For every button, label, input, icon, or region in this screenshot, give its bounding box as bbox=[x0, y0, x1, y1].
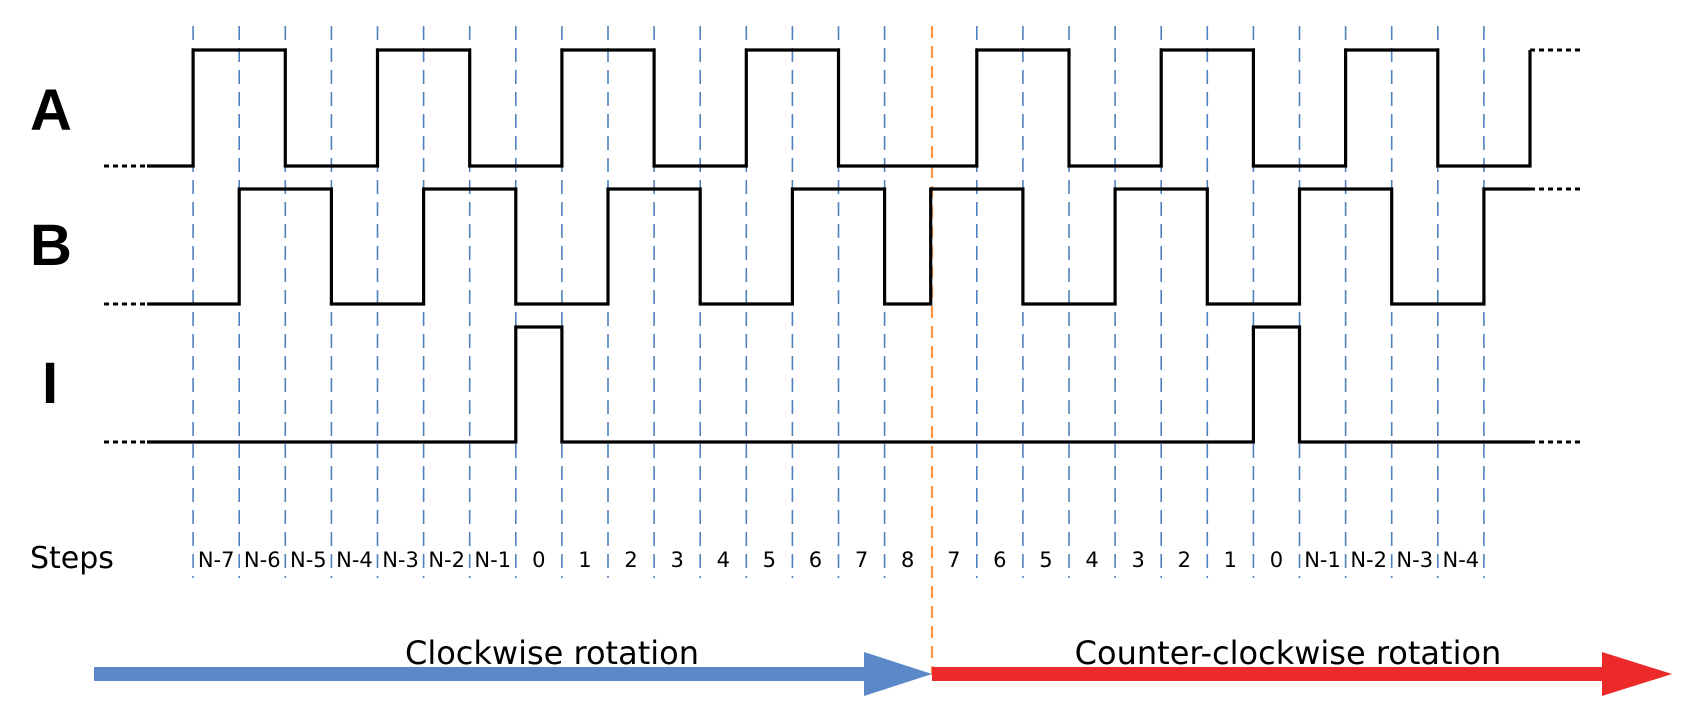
counterclockwise-arrow-shape bbox=[932, 652, 1672, 696]
step-label: N-1 bbox=[1304, 548, 1341, 572]
step-label: N-5 bbox=[290, 548, 327, 572]
step-label: N-4 bbox=[336, 548, 373, 572]
step-label: N-2 bbox=[1350, 548, 1387, 572]
step-label: 7 bbox=[855, 548, 868, 572]
step-label: 1 bbox=[1224, 548, 1237, 572]
step-label: 2 bbox=[1178, 548, 1191, 572]
step-label: 7 bbox=[947, 548, 960, 572]
signal-label-a: A bbox=[30, 78, 72, 143]
signal-waveforms bbox=[104, 48, 1580, 444]
step-label: 3 bbox=[1131, 548, 1144, 572]
step-label: 5 bbox=[1039, 548, 1052, 572]
clockwise-arrow-shape bbox=[94, 652, 932, 696]
signal-a-waveform bbox=[147, 48, 1532, 168]
signal-i-waveform bbox=[147, 325, 1530, 444]
signal-b-waveform bbox=[147, 187, 1530, 306]
signal-label-i: I bbox=[42, 351, 58, 416]
clockwise-arrow: Clockwise rotation bbox=[94, 634, 932, 696]
step-label: 3 bbox=[670, 548, 683, 572]
clockwise-rotation-label: Clockwise rotation bbox=[405, 634, 699, 672]
step-label: 6 bbox=[993, 548, 1006, 572]
step-label: 2 bbox=[624, 548, 637, 572]
step-label: N-4 bbox=[1443, 548, 1480, 572]
step-label: 5 bbox=[763, 548, 776, 572]
step-label: 8 bbox=[901, 548, 914, 572]
step-label: N-3 bbox=[382, 548, 419, 572]
step-labels: N-7 N-6 N-5 N-4 N-3 N-2 N-1 0 1 2 3 4 5 6 7 8 7 6 5 4 3 2 1 0 N-… bbox=[198, 548, 1479, 572]
step-label: 4 bbox=[717, 548, 730, 572]
step-label: N-7 bbox=[198, 548, 235, 572]
step-label: 0 bbox=[1270, 548, 1283, 572]
step-label: 0 bbox=[532, 548, 545, 572]
step-label: 6 bbox=[809, 548, 822, 572]
step-label: N-3 bbox=[1396, 548, 1433, 572]
step-label: N-6 bbox=[244, 548, 281, 572]
step-label: 4 bbox=[1085, 548, 1098, 572]
signal-label-b: B bbox=[30, 213, 72, 278]
counterclockwise-arrow: Counter-clockwise rotation bbox=[932, 634, 1672, 696]
step-label: N-2 bbox=[428, 548, 465, 572]
counterclockwise-rotation-label: Counter-clockwise rotation bbox=[1075, 634, 1502, 672]
steps-title: Steps bbox=[30, 541, 114, 576]
step-label: N-1 bbox=[474, 548, 511, 572]
step-label: 1 bbox=[578, 548, 591, 572]
